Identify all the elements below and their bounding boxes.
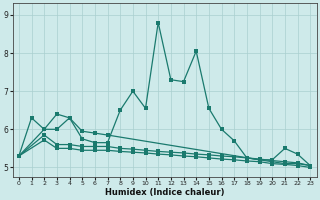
X-axis label: Humidex (Indice chaleur): Humidex (Indice chaleur) (105, 188, 224, 197)
